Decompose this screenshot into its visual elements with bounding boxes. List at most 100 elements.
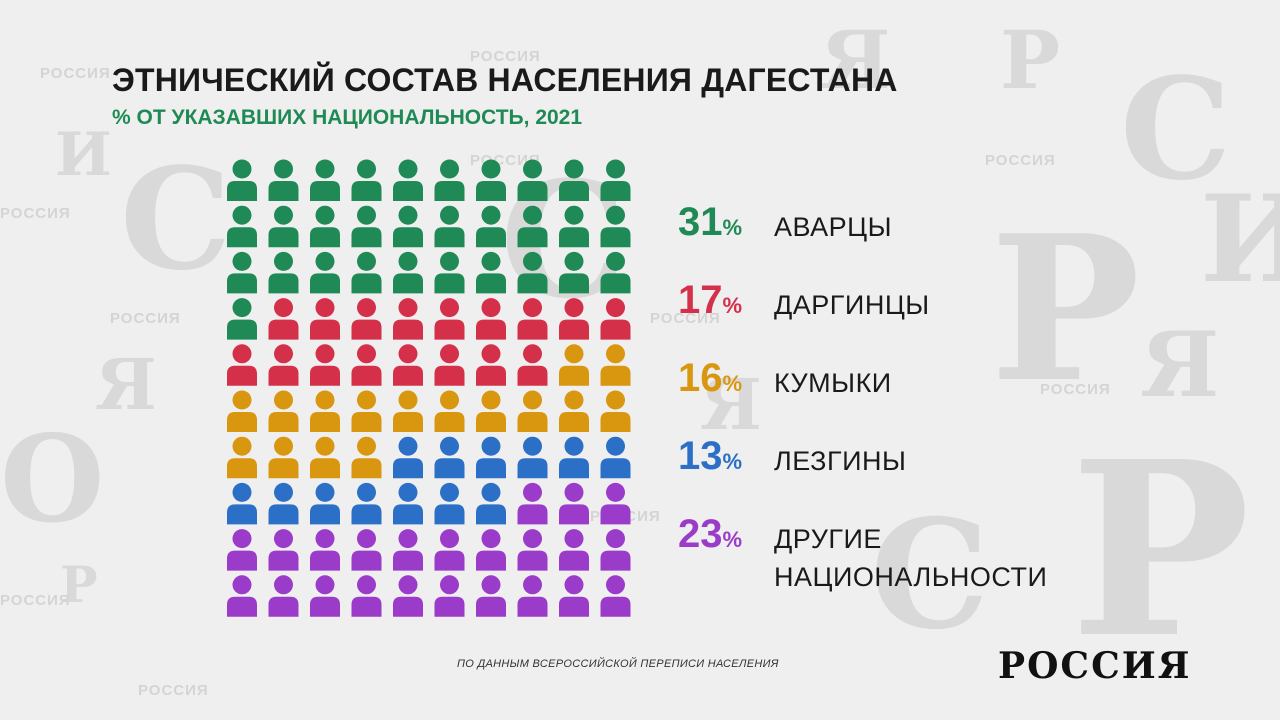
person-icon: [227, 482, 257, 525]
person-icon: [600, 159, 631, 201]
person-icon: [600, 390, 631, 432]
person-icon: [393, 390, 423, 432]
person-icon: [517, 205, 548, 248]
person-icon: [559, 575, 589, 617]
person-icon: [559, 390, 589, 432]
background-letter: Р: [1070, 409, 1251, 691]
person-icon: [393, 529, 423, 571]
person-icon: [434, 390, 465, 432]
person-icon: [351, 436, 382, 479]
person-icon: [393, 298, 423, 340]
person-icon: [476, 344, 506, 386]
legend-label-line: ДАРГИНЦЫ: [774, 290, 930, 320]
person-icon: [517, 529, 548, 571]
person-icon: [268, 436, 299, 479]
person-icon: [517, 298, 548, 340]
legend-percent: 31%: [678, 200, 742, 245]
person-icon: [476, 529, 506, 571]
legend-percent: 23%: [678, 512, 742, 557]
person-icon: [351, 298, 382, 340]
background-letter: Я: [95, 343, 157, 426]
person-icon: [600, 575, 631, 617]
person-icon: [268, 298, 299, 340]
person-icon: [434, 298, 465, 340]
background-letter: Я: [820, 13, 891, 107]
person-icon: [559, 159, 589, 201]
person-icon: [310, 298, 340, 340]
person-icon: [517, 482, 548, 525]
person-icon: [600, 529, 631, 571]
person-icon: [559, 344, 589, 386]
source-note: ПО ДАННЫМ ВСЕРОССИЙСКОЙ ПЕРЕПИСИ НАСЕЛЕН…: [457, 658, 779, 670]
person-icon: [227, 159, 257, 201]
person-icon: [227, 344, 257, 386]
person-icon: [227, 575, 257, 617]
background-letter: И: [55, 120, 112, 190]
person-icon: [227, 529, 257, 571]
person-icon: [351, 159, 382, 201]
person-icon: [600, 344, 631, 386]
person-icon: [268, 159, 299, 201]
legend-percent: 13%: [678, 434, 742, 479]
legend-percent-unit: %: [722, 293, 743, 318]
person-icon: [310, 436, 340, 479]
person-icon: [559, 482, 589, 525]
person-icon: [434, 159, 465, 201]
person-icon: [227, 298, 257, 340]
legend-label-line: КУМЫКИ: [774, 368, 892, 398]
background-watermark-word: РОССИЯ: [138, 682, 209, 699]
legend-percent-value: 16: [678, 356, 723, 400]
legend-percent-value: 23: [678, 512, 723, 556]
person-icon: [268, 575, 299, 617]
person-icon: [434, 344, 465, 386]
person-icon: [227, 251, 257, 294]
background-letter: С: [120, 138, 232, 302]
person-icon: [434, 529, 465, 571]
background-letter: И: [1200, 169, 1280, 310]
person-icon: [434, 436, 465, 479]
person-icon: [434, 205, 465, 248]
person-icon: [310, 575, 340, 617]
legend-label-line: ЛЕЗГИНЫ: [774, 446, 907, 476]
channel-logo: РОССИЯ: [998, 645, 1192, 687]
person-icon: [476, 159, 506, 201]
legend-percent: 16%: [678, 356, 742, 401]
person-icon: [476, 251, 506, 294]
person-icon: [268, 529, 299, 571]
legend-percent-value: 17: [678, 278, 723, 322]
person-icon: [393, 575, 423, 617]
legend-percent-value: 31: [678, 200, 723, 244]
person-icon: [268, 251, 299, 294]
person-icon: [434, 575, 465, 617]
person-icon: [310, 159, 340, 201]
person-icon: [434, 482, 465, 525]
person-icon: [268, 344, 299, 386]
person-icon: [268, 205, 299, 248]
person-icon: [559, 298, 589, 340]
person-icon: [476, 205, 506, 248]
person-icon: [476, 390, 506, 432]
pictogram-grid: [227, 159, 631, 617]
person-icon: [351, 575, 382, 617]
background-letter: Р: [990, 192, 1141, 427]
legend-percent-unit: %: [722, 527, 743, 552]
legend-percent-unit: %: [722, 449, 743, 474]
person-icon: [517, 251, 548, 294]
person-icon: [393, 482, 423, 525]
person-icon: [393, 344, 423, 386]
background-letter: О: [0, 409, 105, 550]
person-icon: [310, 344, 340, 386]
person-icon: [476, 436, 506, 479]
person-icon: [517, 575, 548, 617]
legend-percent-unit: %: [722, 215, 743, 240]
person-icon: [559, 205, 589, 248]
person-icon: [393, 159, 423, 201]
person-icon: [351, 529, 382, 571]
person-icon: [517, 159, 548, 201]
background-letter: Р: [1000, 13, 1061, 107]
person-icon: [434, 251, 465, 294]
person-icon: [310, 205, 340, 248]
person-icon: [227, 205, 257, 248]
person-icon: [393, 251, 423, 294]
person-icon: [476, 482, 506, 525]
